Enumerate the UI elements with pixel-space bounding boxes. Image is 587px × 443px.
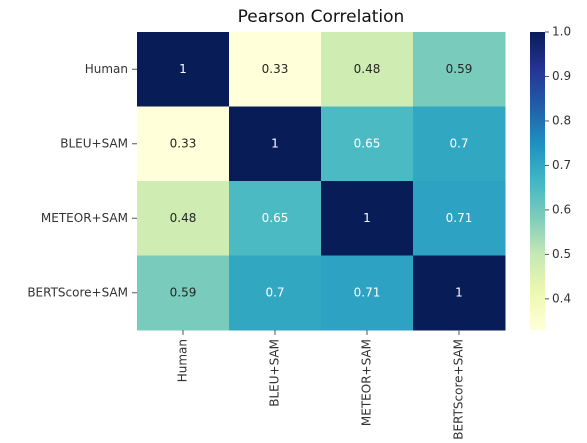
colorbar-tick-label: 0.5: [552, 247, 571, 261]
colorbar-tick-label: 0.9: [552, 69, 571, 83]
x-tick-label: Human: [176, 339, 190, 382]
chart-title: Pearson Correlation: [238, 7, 405, 27]
heatmap-cell: [229, 255, 322, 331]
y-tick-label: Human: [85, 62, 128, 76]
cell-label: 1: [455, 285, 463, 299]
cell-label: 0.59: [170, 285, 197, 299]
colorbar-tick-label: 0.8: [552, 113, 571, 127]
colorbar-tick-label: 0.4: [552, 291, 571, 305]
x-tick-label: BERTScore+SAM: [452, 339, 466, 440]
colorbar-tick-label: 0.7: [552, 158, 571, 172]
heatmap-cell: [413, 32, 506, 107]
heatmap-cell: [137, 255, 230, 331]
heatmap-cell: [137, 181, 230, 256]
cell-label: 1: [179, 62, 187, 76]
cell-label: 0.33: [170, 136, 197, 150]
heatmap-cell: [413, 181, 506, 256]
cell-label: 0.71: [446, 211, 473, 225]
cell-label: 0.65: [262, 211, 289, 225]
heatmap-cell: [229, 181, 322, 256]
heatmap-cell: [413, 106, 506, 182]
cell-label: 0.33: [262, 62, 289, 76]
cell-label: 0.59: [446, 62, 473, 76]
cell-label: 0.65: [354, 136, 381, 150]
x-tick-label: BLEU+SAM: [268, 339, 282, 407]
cell-label: 1: [271, 136, 279, 150]
cell-label: 0.48: [354, 62, 381, 76]
y-tick-label: BLEU+SAM: [60, 136, 128, 150]
x-tick-label: METEOR+SAM: [360, 339, 374, 426]
heatmap-cell: [321, 181, 414, 256]
colorbar: [530, 32, 545, 330]
heatmap-cell: [321, 106, 414, 182]
cell-label: 0.7: [265, 285, 284, 299]
heatmap-cell: [137, 106, 230, 182]
cell-label: 0.48: [170, 211, 197, 225]
y-tick-label: METEOR+SAM: [41, 211, 128, 225]
heatmap-cell: [321, 32, 414, 107]
colorbar-tick-label: 0.6: [552, 202, 571, 216]
heatmap-cell: [229, 32, 322, 107]
heatmap-cell: [413, 255, 506, 331]
y-tick-label: BERTScore+SAM: [27, 285, 128, 299]
cell-label: 1: [363, 211, 371, 225]
cell-label: 0.7: [449, 136, 468, 150]
cell-label: 0.71: [354, 285, 381, 299]
colorbar-tick-label: 1.0: [552, 25, 571, 39]
heatmap-cell: [137, 32, 230, 107]
heatmap-cell: [321, 255, 414, 331]
heatmap-cell: [229, 106, 322, 182]
